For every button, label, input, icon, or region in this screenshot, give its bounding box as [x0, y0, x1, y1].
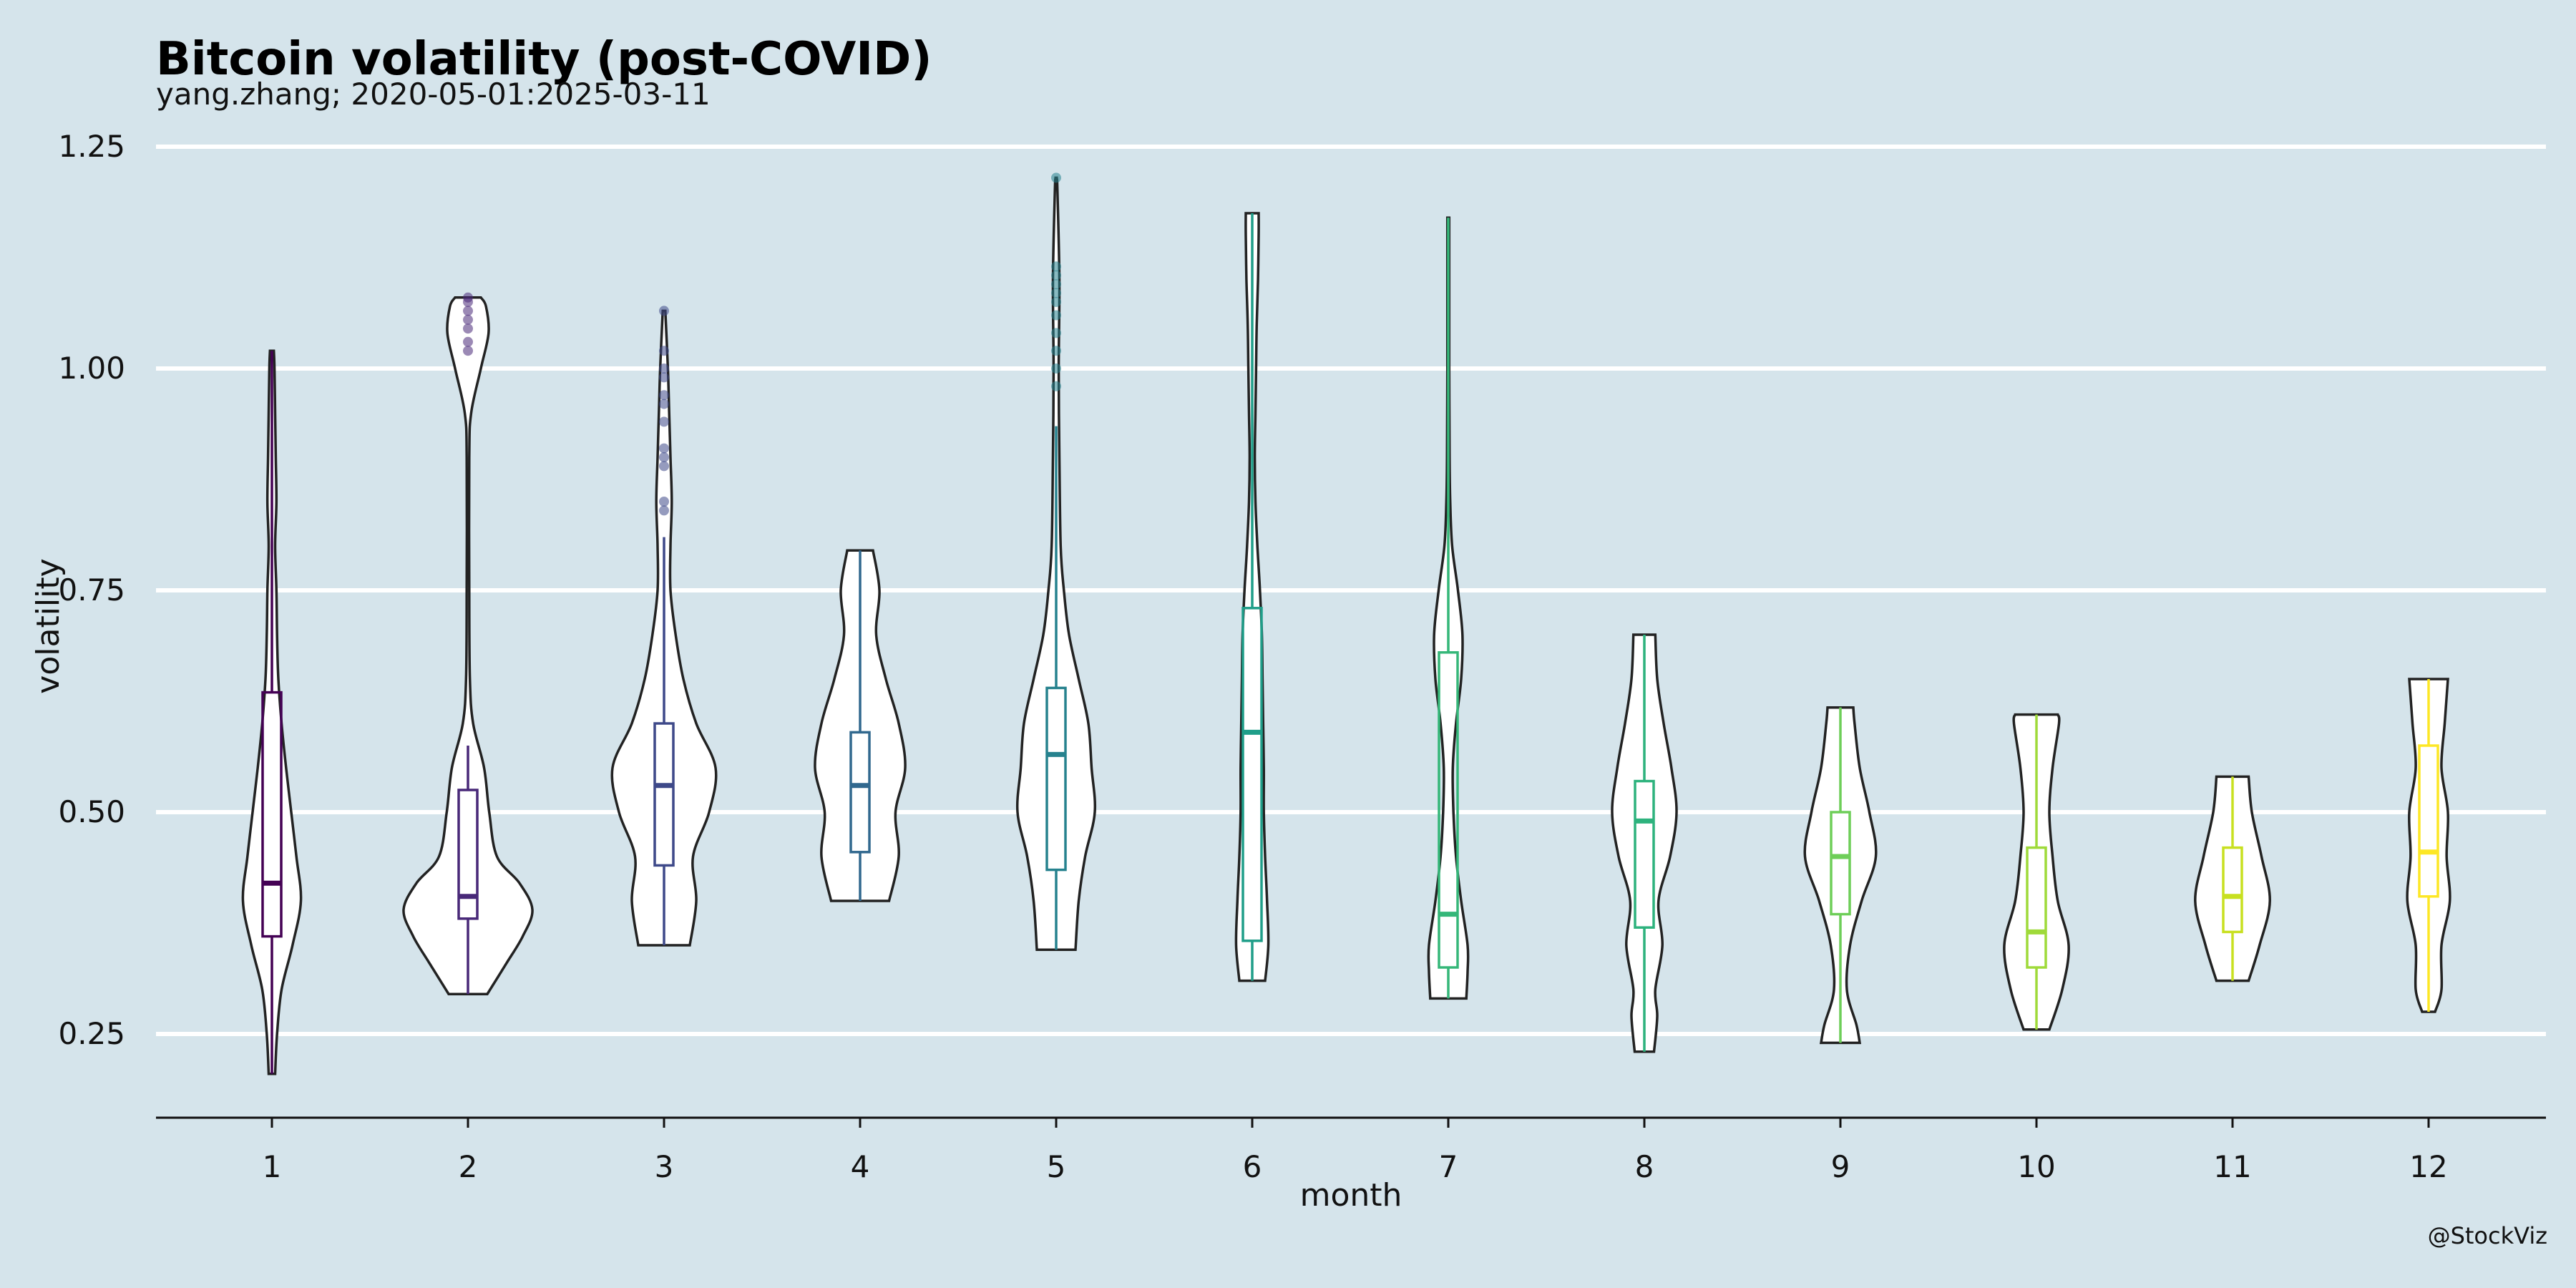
outlier-point	[659, 452, 669, 462]
x-tick-label: 10	[2017, 1149, 2055, 1184]
box-iqr	[1438, 651, 1459, 969]
x-axis-title: month	[1300, 1177, 1402, 1214]
x-tick-label: 3	[655, 1149, 674, 1184]
box-iqr	[1830, 811, 1851, 916]
violin-month-2	[402, 296, 534, 995]
violin-group-month-1	[241, 349, 303, 1075]
violin-group-month-5	[1015, 172, 1097, 951]
outlier-point	[463, 346, 473, 356]
outlier-point	[659, 461, 669, 472]
outlier-point	[1051, 297, 1061, 307]
outlier-point	[463, 323, 473, 334]
x-tick-label: 12	[2409, 1149, 2447, 1184]
outlier-point	[463, 306, 473, 316]
outlier-point	[1051, 279, 1061, 290]
outlier-point	[659, 346, 669, 356]
outlier-point	[659, 497, 669, 507]
violin-group-month-7	[1427, 216, 1470, 1000]
outlier-point	[659, 443, 669, 454]
chart-caption: @StockViz	[2428, 1222, 2547, 1249]
violin-group-month-9	[1803, 706, 1878, 1045]
outlier-point	[1051, 381, 1061, 391]
violin-group-month-4	[814, 549, 907, 902]
box-iqr	[1241, 607, 1263, 942]
y-axis-ticks: 0.25 0.50 0.75 1.00 1.25	[58, 129, 125, 1051]
outlier-point	[463, 314, 473, 325]
outlier-point	[659, 372, 669, 383]
x-tick-label: 6	[1243, 1149, 1262, 1184]
x-tick-label: 11	[2213, 1149, 2251, 1184]
y-tick-label: 1.25	[58, 129, 125, 164]
box-iqr	[849, 731, 871, 854]
outlier-point	[659, 390, 669, 401]
y-tick-label: 0.50	[58, 794, 125, 829]
gridlines	[156, 145, 2546, 1036]
outlier-point	[659, 399, 669, 409]
box-iqr	[457, 789, 479, 920]
outlier-point	[1051, 346, 1061, 356]
violin-group-month-2	[402, 292, 534, 995]
x-tick-label: 9	[1831, 1149, 1850, 1184]
violin-group-month-12	[2406, 678, 2451, 1013]
box-iqr	[2418, 744, 2439, 898]
outlier-point	[659, 306, 669, 316]
y-tick-label: 0.25	[58, 1016, 125, 1051]
y-axis-title: volatility	[30, 558, 67, 693]
violins	[241, 172, 2451, 1075]
outlier-point	[659, 505, 669, 516]
outlier-point	[1051, 328, 1061, 338]
x-tick-label: 8	[1635, 1149, 1654, 1184]
box-iqr	[653, 722, 675, 867]
box-iqr	[2222, 846, 2243, 934]
outlier-point	[659, 364, 669, 374]
x-tick-label: 2	[459, 1149, 478, 1184]
outlier-point	[463, 336, 473, 347]
x-tick-label: 5	[1047, 1149, 1066, 1184]
outlier-point	[1051, 288, 1061, 298]
x-axis-ticks: 1 2 3 4 5 6 7 8 9 10 11 12	[263, 1118, 2448, 1184]
violin-group-month-6	[1234, 212, 1270, 982]
x-tick-label: 4	[851, 1149, 870, 1184]
x-tick-label: 7	[1439, 1149, 1458, 1184]
violin-group-month-10	[2003, 713, 2070, 1031]
violin-group-month-8	[1611, 633, 1678, 1053]
box-iqr	[2026, 846, 2047, 969]
y-tick-label: 1.00	[58, 351, 125, 386]
y-tick-label: 0.75	[58, 572, 125, 608]
outlier-point	[659, 416, 669, 427]
x-tick-label: 1	[263, 1149, 282, 1184]
outlier-point	[1051, 310, 1061, 321]
chart-title: Bitcoin volatility (post-COVID)	[156, 33, 932, 86]
outlier-point	[1051, 270, 1061, 280]
violin-group-month-3	[610, 306, 718, 947]
box-iqr	[1634, 779, 1655, 929]
box-iqr	[1045, 686, 1067, 872]
outlier-point	[1051, 261, 1061, 272]
box-iqr	[261, 691, 283, 938]
outlier-point	[1051, 364, 1061, 374]
violin-group-month-11	[2194, 775, 2271, 982]
outlier-point	[1051, 172, 1061, 183]
outlier-point	[463, 292, 473, 303]
chart-subtitle: yang.zhang; 2020-05-01:2025-03-11	[156, 77, 711, 112]
